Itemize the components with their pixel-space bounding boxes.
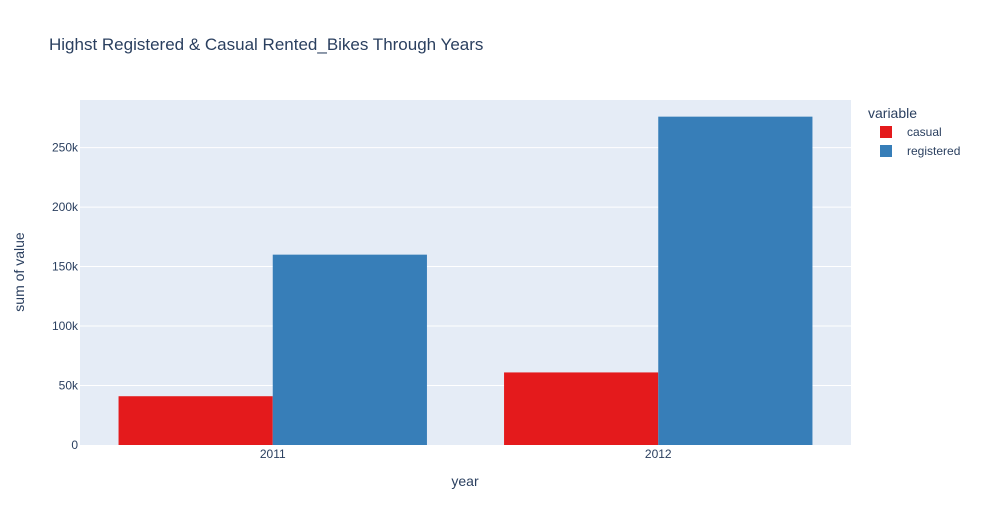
y-tick-label: 250k: [52, 141, 79, 155]
y-tick-label: 150k: [52, 260, 79, 274]
bar-casual-2012[interactable]: [504, 372, 659, 445]
bars: [118, 116, 813, 445]
bar-registered-2012[interactable]: [658, 116, 813, 445]
legend-items: casual registered: [880, 125, 960, 158]
y-axis-ticks: 0 50k 100k 150k 200k 250k: [52, 141, 79, 452]
legend-label-registered[interactable]: registered: [907, 144, 960, 158]
x-axis-ticks: 2011 2012: [260, 447, 672, 461]
legend-swatch-casual[interactable]: [880, 126, 892, 138]
bar-casual-2011[interactable]: [118, 396, 273, 445]
legend[interactable]: variable casual registered: [868, 105, 960, 158]
chart-title: Highst Registered & Casual Rented_Bikes …: [49, 35, 483, 54]
bar-registered-2011[interactable]: [272, 254, 427, 445]
legend-label-casual[interactable]: casual: [907, 125, 942, 139]
y-tick-label: 200k: [52, 200, 79, 214]
y-tick-label: 50k: [59, 379, 79, 393]
x-axis-title: year: [451, 473, 479, 489]
x-tick-label: 2011: [260, 447, 286, 461]
legend-title: variable: [868, 105, 917, 121]
y-tick-label: 100k: [52, 319, 79, 333]
legend-swatch-registered[interactable]: [880, 145, 892, 157]
x-tick-label: 2012: [645, 447, 672, 461]
y-tick-label: 0: [71, 438, 78, 452]
y-axis-title: sum of value: [11, 232, 27, 312]
